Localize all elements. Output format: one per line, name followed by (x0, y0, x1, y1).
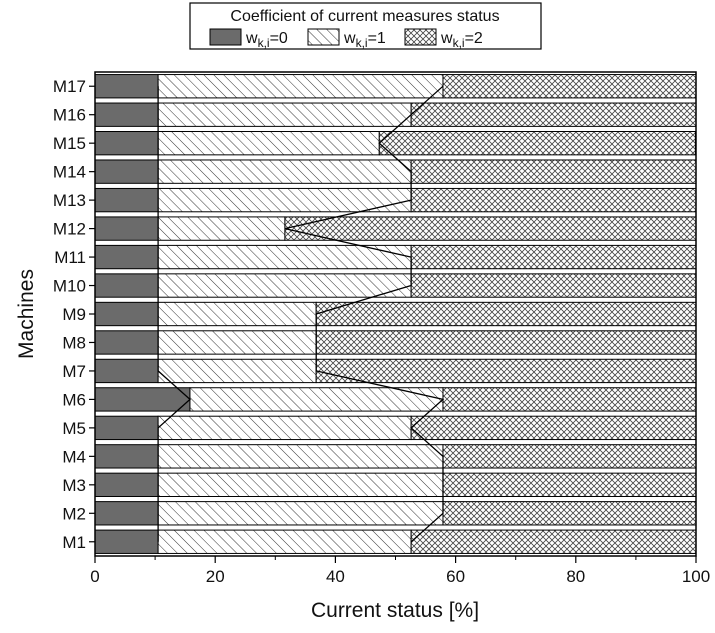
y-tick-label: M7 (62, 362, 86, 381)
x-tick-label: 60 (446, 567, 465, 586)
bar-segment (315, 301, 697, 327)
boundary-lines (157, 85, 445, 543)
bar-segment (442, 387, 697, 412)
bar-segment (157, 330, 317, 355)
bar-segment (284, 216, 697, 241)
legend-swatch (209, 28, 242, 46)
y-tick-label: M14 (53, 163, 86, 182)
bar-segment (410, 159, 697, 184)
bar-segment (94, 387, 191, 412)
x-axis-label: Current status [%] (311, 599, 479, 622)
bar-segment (442, 74, 697, 99)
bar-segment (94, 444, 159, 469)
bar-segment (94, 131, 159, 156)
bar-segment (157, 159, 412, 184)
bar-segment (410, 102, 697, 127)
y-axis: M1 M2 M3 M4 M5 M6 M7 M8 M9 M10 M11 M12 M13 M14 M15 M16 M… (53, 77, 95, 552)
y-tick-label: M13 (53, 191, 86, 210)
y-tick-label: M8 (62, 333, 86, 352)
y-tick-label: M16 (53, 106, 86, 125)
bar-segment (94, 159, 159, 184)
y-tick-label: M5 (62, 419, 86, 438)
bar-segment (157, 74, 444, 99)
y-tick-label: M3 (62, 476, 86, 495)
bar-segment (94, 358, 159, 384)
bar-segment (410, 273, 697, 298)
bar-segment (94, 102, 159, 127)
bar-segment (157, 444, 444, 469)
y-tick-label: M17 (53, 77, 86, 96)
boundary-line (284, 85, 445, 543)
y-tick-label: M2 (62, 504, 86, 523)
bar-segment (157, 131, 380, 156)
bar-segment (157, 102, 412, 127)
x-tick-label: 20 (206, 567, 225, 586)
bar-segment (315, 358, 697, 384)
x-tick-label: 100 (682, 567, 710, 586)
bar-segment (94, 415, 159, 441)
y-tick-label: M10 (53, 277, 86, 296)
x-tick-label: 0 (90, 567, 99, 586)
bar-segment (94, 301, 159, 327)
bar-segment (94, 244, 159, 270)
bars-layer (94, 74, 697, 554)
boundary-line (157, 86, 191, 542)
legend-title: Coefficient of current measures status (230, 8, 499, 25)
bar-segment (157, 529, 412, 554)
y-tick-label: M12 (53, 220, 86, 239)
y-tick-label: M1 (62, 533, 86, 552)
bar-segment (94, 472, 159, 497)
legend-swatch (307, 28, 340, 46)
y-tick-label: M6 (62, 390, 86, 409)
x-axis: 0 20 40 60 80 100 (90, 556, 710, 586)
legend-box (189, 2, 542, 50)
legend-label: wk,i=0 (245, 30, 288, 50)
bar-segment (442, 444, 697, 469)
bar-segment (157, 301, 317, 327)
bar-segment (442, 472, 697, 497)
bar-segment (378, 131, 696, 156)
x-tick-label: 40 (326, 567, 345, 586)
bar-segment (94, 273, 159, 298)
bar-segment (410, 187, 697, 213)
bar-segment (157, 273, 412, 298)
y-tick-label: M11 (54, 248, 86, 267)
legend-swatch (404, 28, 437, 46)
bar-segment (94, 216, 159, 241)
y-axis-label: Machines (15, 269, 38, 359)
y-tick-label: M4 (62, 447, 86, 466)
y-tick-label: M15 (53, 134, 86, 153)
bar-segment (94, 330, 159, 355)
bar-segment (94, 529, 159, 554)
bar-segment (315, 330, 697, 355)
bar-segment (157, 216, 286, 241)
bar-segment (410, 529, 697, 554)
bar-segment (94, 501, 159, 526)
bar-segment (157, 415, 412, 441)
bar-segment (157, 501, 444, 526)
legend-label: wk,i=2 (440, 30, 483, 50)
bar-segment (157, 358, 317, 384)
bar-segment (442, 501, 697, 526)
x-tick-label: 80 (566, 567, 585, 586)
legend-label: wk,i=1 (343, 30, 386, 50)
y-tick-label: M9 (62, 305, 86, 324)
bar-segment (94, 74, 159, 99)
bar-segment (94, 187, 159, 213)
bar-segment (410, 415, 697, 441)
legend: Coefficient of current measures status w… (189, 2, 542, 50)
bar-segment (157, 472, 444, 497)
bar-segment (410, 244, 697, 270)
